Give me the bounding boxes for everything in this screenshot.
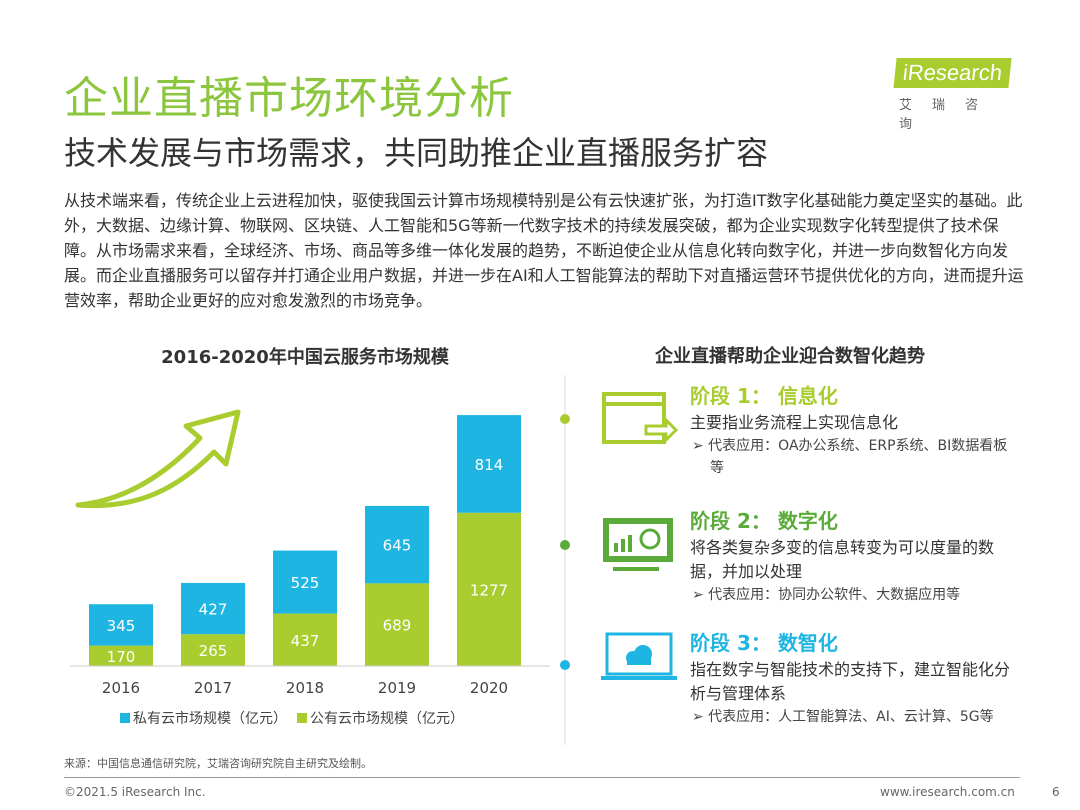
bar-segment xyxy=(365,583,429,666)
bar-segment xyxy=(89,645,153,666)
x-tick-label: 2019 xyxy=(378,679,416,697)
body-paragraph: 从技术端来看，传统企业上云进程加快，驱使我国云计算市场规模特别是公有云快速扩张，… xyxy=(64,191,1024,310)
page-number: 6 xyxy=(1052,785,1060,799)
stage-heading: 阶段 1： 信息化 xyxy=(690,384,838,408)
page-subtitle: 技术发展与市场需求，共同助推企业直播服务扩容 xyxy=(64,134,769,172)
bar-segment xyxy=(365,505,429,584)
stage-heading: 阶段 2： 数字化 xyxy=(690,509,838,533)
timeline-dot xyxy=(560,414,570,424)
bar-segment xyxy=(181,582,245,635)
logo-cn: 艾瑞咨询 xyxy=(899,98,999,132)
stage-desc: 将各类复杂多变的信息转变为可以度量的数据，并加以处理 xyxy=(690,538,995,581)
bar-segment xyxy=(89,604,153,646)
stage-apps: ➢ 代表应用：人工智能算法、AI、云计算、5G等 xyxy=(692,709,994,725)
source-note: 来源：中国信息通信研究院，艾瑞咨询研究院自主研究及绘制。 xyxy=(64,757,372,770)
bar-segment xyxy=(181,634,245,666)
data-label: 1277 xyxy=(470,581,508,599)
bar-segment xyxy=(457,415,521,513)
stacked-bar-chart: 170 345 2016 265 427 2017 437 525 2018 689 645 2019… xyxy=(70,409,550,697)
bar-segment xyxy=(273,550,337,614)
data-label: 525 xyxy=(291,574,320,592)
x-tick-label: 2016 xyxy=(102,679,140,697)
data-label: 645 xyxy=(383,537,412,555)
x-tick-label: 2017 xyxy=(194,679,232,697)
legend-item-private: 私有云市场规模（亿元） xyxy=(120,708,287,728)
stage-1: 阶段 1： 信息化 主要指业务流程上实现信息化 ➢ 代表应用：OA办公系统、ER… xyxy=(690,380,1020,479)
growth-arrow-icon xyxy=(75,409,241,509)
logo-text: iResearch xyxy=(893,58,1012,88)
stage-2: 阶段 2： 数字化 将各类复杂多变的信息转变为可以度量的数据，并加以处理 ➢ 代… xyxy=(690,505,1020,606)
copyright: ©2021.5 iResearch Inc. xyxy=(64,785,206,799)
x-tick-label: 2018 xyxy=(286,679,324,697)
stage-desc: 指在数字与智能技术的支持下，建立智能化分析与管理体系 xyxy=(690,660,1011,703)
data-label: 689 xyxy=(383,617,412,635)
laptop-cloud-icon xyxy=(601,632,677,680)
bar-segment xyxy=(273,613,337,666)
timeline-dot xyxy=(560,540,570,550)
data-label: 170 xyxy=(107,648,136,666)
data-label: 437 xyxy=(291,632,320,650)
chart-legend: 私有云市场规模（亿元） 公有云市场规模（亿元） xyxy=(120,708,464,728)
stage-heading: 阶段 3： 数智化 xyxy=(690,631,838,655)
timeline-line xyxy=(564,375,566,745)
legend-item-public: 公有云市场规模（亿元） xyxy=(297,708,464,728)
browser-arrow-icon xyxy=(602,392,679,444)
data-label: 265 xyxy=(199,642,228,660)
data-label: 814 xyxy=(475,456,504,474)
right-section-title: 企业直播帮助企业迎合数智化趋势 xyxy=(655,346,925,367)
stage-3: 阶段 3： 数智化 指在数字与智能技术的支持下，建立智能化分析与管理体系 ➢ 代… xyxy=(690,627,1020,728)
stage-apps: ➢ 代表应用：OA办公系统、ERP系统、BI数据看板等 xyxy=(692,438,1008,476)
logo: iResearch 艾瑞咨询 xyxy=(893,58,1025,132)
chart-title: 2016-2020年中国云服务市场规模 xyxy=(161,347,449,368)
data-label: 427 xyxy=(199,601,228,619)
x-tick-label: 2020 xyxy=(470,679,508,697)
bar-segment xyxy=(457,512,521,666)
page-title: 企业直播市场环境分析 xyxy=(64,73,514,124)
stage-apps: ➢ 代表应用：协同办公软件、大数据应用等 xyxy=(692,587,961,603)
monitor-chart-search-icon xyxy=(603,518,673,571)
footer-url[interactable]: www.iresearch.com.cn xyxy=(880,785,1015,799)
data-label: 345 xyxy=(107,617,136,635)
footer-divider xyxy=(64,777,1020,778)
stage-desc: 主要指业务流程上实现信息化 xyxy=(690,413,899,432)
timeline-dot xyxy=(560,660,570,670)
